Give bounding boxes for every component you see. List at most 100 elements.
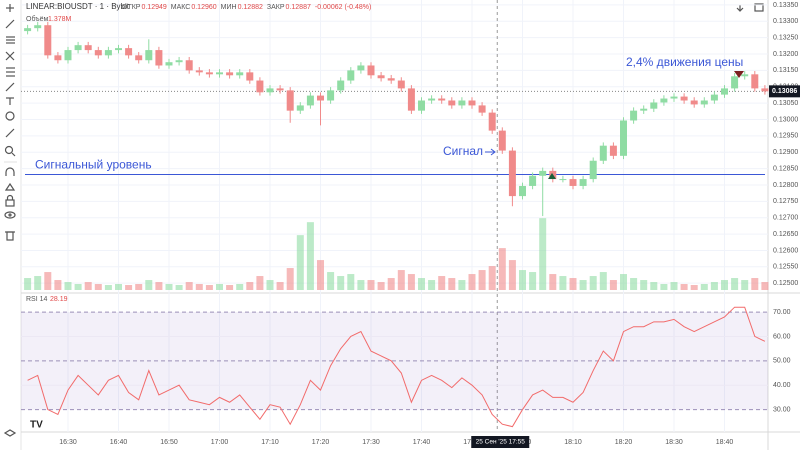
candle-body xyxy=(640,108,648,111)
y-tick-label: 0.12650 xyxy=(773,231,798,238)
candle-body xyxy=(680,96,688,101)
volume-bar xyxy=(226,285,234,290)
volume-bar xyxy=(44,272,52,290)
y-tick-label: 0.12500 xyxy=(773,280,798,287)
volume-bar xyxy=(680,284,688,290)
volume-bar xyxy=(387,278,395,290)
candle-body xyxy=(205,72,213,75)
x-tick-label: 17:10 xyxy=(261,439,279,446)
candle-body xyxy=(145,50,153,61)
sell-marker xyxy=(734,71,744,78)
volume-bar xyxy=(700,284,708,290)
x-tick-label: 16:50 xyxy=(160,439,178,446)
candle-body xyxy=(84,45,92,51)
tool-magnet[interactable] xyxy=(5,167,15,176)
volume-bar xyxy=(670,282,678,290)
tool-ruler[interactable] xyxy=(5,128,15,138)
candle-body xyxy=(306,95,314,106)
volume-bar xyxy=(559,276,567,290)
volume-bar xyxy=(549,274,557,290)
tool-fork[interactable] xyxy=(5,51,15,61)
candle-body xyxy=(751,74,759,89)
candle-body xyxy=(579,179,587,186)
volume-bar xyxy=(216,284,223,290)
candle-body xyxy=(216,72,223,75)
candle-body xyxy=(761,88,769,92)
tool-fib[interactable] xyxy=(6,67,15,77)
candle-body xyxy=(620,120,627,156)
candle-body xyxy=(286,90,294,111)
candle-body xyxy=(721,88,728,95)
volume-bar xyxy=(104,285,112,290)
candle-body xyxy=(630,110,638,121)
volume-bar xyxy=(751,278,759,290)
tool-lines[interactable] xyxy=(6,36,15,44)
ohlc-label: ЗАКР xyxy=(267,4,285,11)
candle-body xyxy=(589,160,597,180)
volume-bar xyxy=(569,278,577,290)
volume-bar xyxy=(721,280,728,290)
candle-body xyxy=(155,50,163,66)
candle-body xyxy=(569,179,577,186)
tool-emoji[interactable] xyxy=(5,111,15,121)
candle-body xyxy=(508,150,516,197)
volume-bar xyxy=(428,280,436,290)
volume-bar xyxy=(599,272,607,290)
volume-bar xyxy=(347,274,355,290)
y-tick-label: 0.13200 xyxy=(773,51,798,58)
y-tick-label: 0.12750 xyxy=(773,198,798,205)
candle-body xyxy=(438,98,446,101)
tool-text[interactable] xyxy=(6,97,14,105)
volume-bar xyxy=(337,276,345,290)
tool-cursor[interactable] xyxy=(6,4,14,12)
volume-bar xyxy=(306,222,314,290)
volume-bar xyxy=(731,278,739,290)
tool-brush[interactable] xyxy=(5,82,15,92)
tool-draw-mode[interactable] xyxy=(4,182,16,191)
y-tick-label: 0.13150 xyxy=(773,67,798,74)
signal-arrow xyxy=(485,148,496,156)
volume-bar xyxy=(488,266,496,290)
last-price-label: 0.13086 xyxy=(772,88,797,95)
candle-body xyxy=(660,98,668,103)
candle-body xyxy=(690,100,698,105)
volume-bar xyxy=(630,278,638,290)
volume-bar xyxy=(377,282,385,290)
tool-layers[interactable] xyxy=(3,429,17,437)
tool-visibility[interactable] xyxy=(4,211,16,219)
candle-body xyxy=(246,72,254,81)
volume-bar xyxy=(357,280,365,290)
candle-body xyxy=(276,88,284,91)
candle-body xyxy=(448,100,456,106)
ohlc-value: 0.12960 xyxy=(191,4,216,11)
tool-zoom[interactable] xyxy=(4,145,16,157)
crosshair-time-box xyxy=(471,436,530,448)
last-price-box xyxy=(769,85,800,98)
toolbar xyxy=(3,0,22,450)
tool-trendline[interactable] xyxy=(5,19,15,29)
rsi-current: 28.19 xyxy=(50,296,68,303)
signal-level-label: Сигнальный уровень xyxy=(35,158,152,172)
volume-bar xyxy=(478,270,486,290)
volume-bar xyxy=(690,285,698,290)
logo: TV xyxy=(30,420,43,431)
x-tick-label: 17:40 xyxy=(413,439,431,446)
y-tick-label: 0.13250 xyxy=(773,34,798,41)
candle-body xyxy=(34,25,42,29)
volume-bar xyxy=(246,282,254,290)
volume-bar xyxy=(276,282,284,290)
ohlc-label: ОТКР xyxy=(122,4,141,11)
tool-lock[interactable] xyxy=(5,194,15,207)
volume-bar xyxy=(458,280,466,290)
symbol: LINEAR:BIOUSDT · 1 · Bybit xyxy=(26,2,130,11)
y-tick-label: 0.13000 xyxy=(773,116,798,123)
candle-body xyxy=(731,76,739,89)
tool-trash[interactable] xyxy=(5,231,15,241)
pane-controls[interactable] xyxy=(736,3,764,12)
change: -0.00062 (-0.48%) xyxy=(315,4,371,11)
volume-last: 1.378M xyxy=(48,16,72,23)
volume-bar xyxy=(498,248,506,290)
x-tick-label: 16:40 xyxy=(110,439,128,446)
candle-body xyxy=(24,28,32,32)
